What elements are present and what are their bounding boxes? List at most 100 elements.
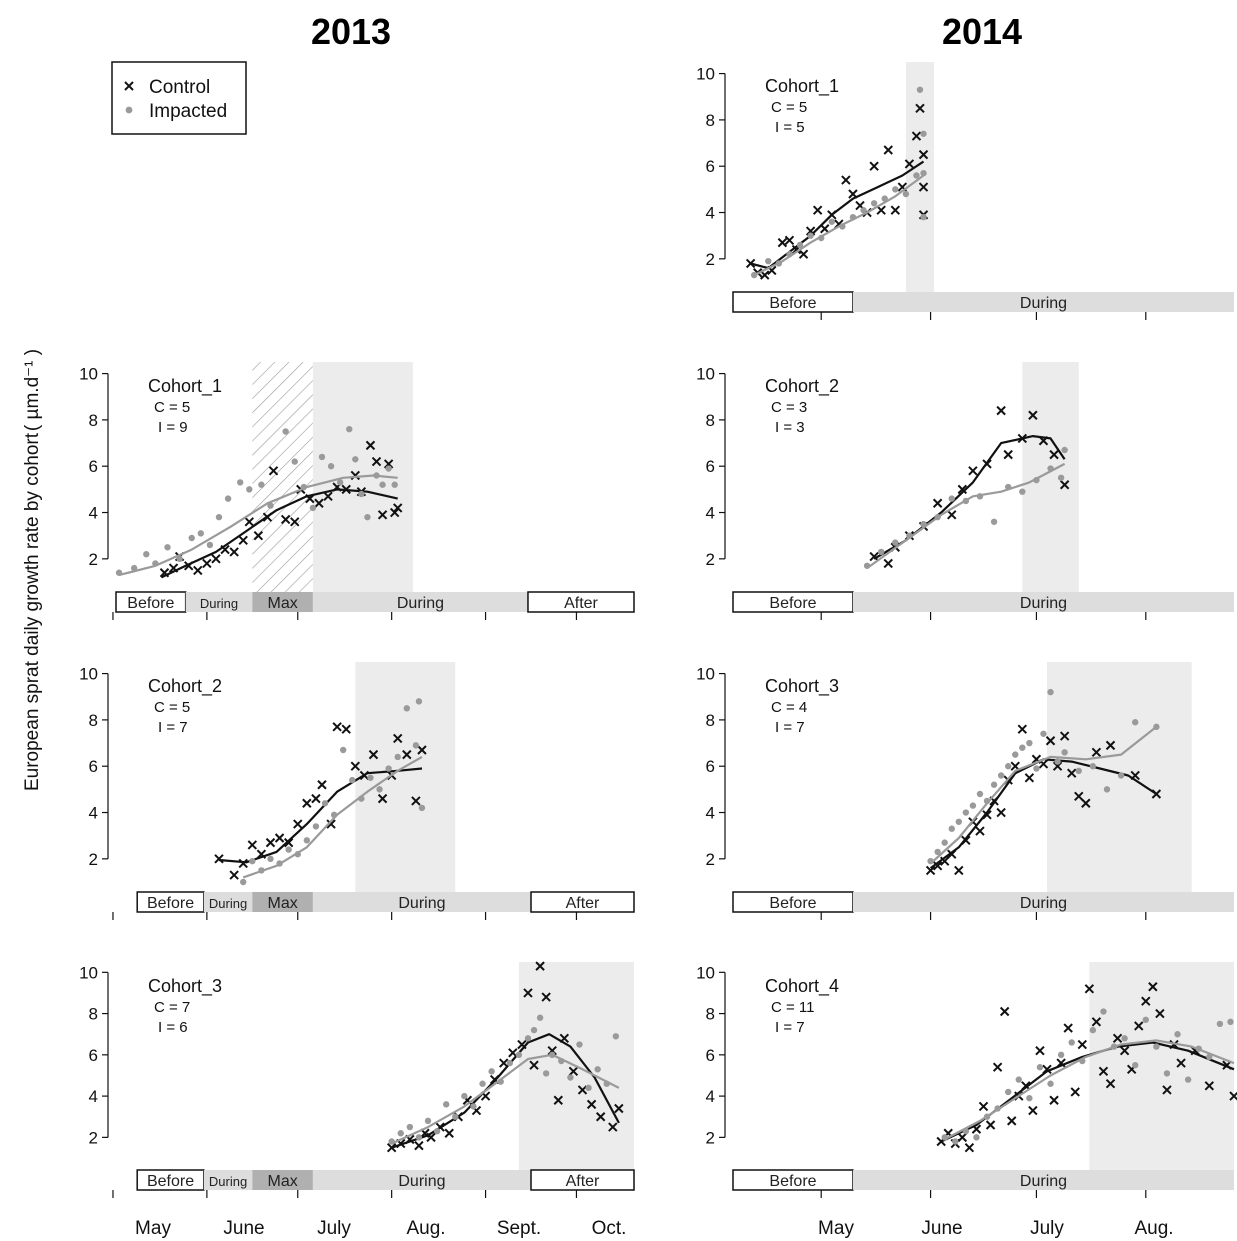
point-impacted-2013-cohort-1-22 [346, 425, 353, 433]
point-impacted-2014-cohort-1-1 [765, 257, 772, 265]
point-control-2013-cohort-1-25 [371, 456, 382, 467]
phase-label-2014-cohort-1-1: During [1020, 295, 1067, 312]
y-tick-label-2013-cohort-2-10: 10 [79, 665, 98, 684]
cohort-c-2013-cohort-1: C = 5 [154, 399, 190, 416]
point-control-2013-cohort-2-13 [332, 722, 342, 732]
y-tick-label-2013-cohort-2-8: 8 [89, 711, 98, 730]
point-control-2013-cohort-3-19 [541, 992, 551, 1002]
legend-impacted-label: Impacted [149, 101, 227, 122]
point-impacted-2013-cohort-1-28 [385, 465, 392, 472]
y-tick-label-2013-cohort-3-4: 4 [89, 1087, 98, 1106]
point-impacted-2013-cohort-3-13 [506, 1059, 514, 1067]
point-control-2014-cohort-4-9 [999, 1006, 1010, 1017]
point-control-2014-cohort-4-4 [964, 1142, 975, 1153]
point-impacted-2013-cohort-2-18 [403, 705, 411, 712]
y-tick-label-2013-cohort-3-8: 8 [89, 1005, 98, 1024]
point-control-2014-cohort-4-25 [1112, 1033, 1123, 1044]
point-impacted-2014-cohort-2-11 [1019, 488, 1026, 495]
point-impacted-2014-cohort-1-14 [902, 190, 910, 198]
point-impacted-2014-cohort-3-5 [962, 809, 970, 816]
point-impacted-2013-cohort-3-16 [530, 1026, 538, 1034]
phase-2013-cohort-2-2 [252, 892, 313, 912]
point-impacted-2014-cohort-4-14 [1089, 1026, 1097, 1034]
point-control-2013-cohort-2-21 [402, 749, 412, 760]
point-impacted-2014-cohort-2-15 [1061, 446, 1068, 454]
cohort-title-2013-cohort-1: Cohort_1 [148, 376, 222, 397]
point-impacted-2014-cohort-3-3 [948, 825, 955, 832]
phase-label-2013-cohort-1-4: After [564, 595, 598, 612]
point-control-2013-cohort-2-2 [238, 858, 248, 869]
point-impacted-2014-cohort-4-11 [1057, 1051, 1065, 1059]
point-impacted-2013-cohort-1-27 [379, 481, 386, 488]
legend-box [111, 61, 247, 135]
point-impacted-2014-cohort-3-9 [990, 781, 998, 788]
point-impacted-2013-cohort-2-5 [285, 846, 292, 853]
point-impacted-2013-cohort-2-9 [321, 800, 329, 807]
phase-2013-cohort-2-3 [312, 892, 532, 912]
point-control-2014-cohort-1-9 [812, 205, 823, 215]
point-impacted-2014-cohort-2-2 [892, 539, 899, 546]
point-impacted-2014-cohort-3-11 [1004, 763, 1012, 770]
y-tick-label-2014-cohort-3-4: 4 [706, 804, 715, 823]
series-2013-cohort-3-impacted [388, 1014, 620, 1145]
phase-label-2013-cohort-2-1: During [209, 896, 247, 911]
month-2013-aug: Aug. [406, 1218, 445, 1239]
point-impacted-2014-cohort-3-14 [1026, 739, 1033, 747]
y-tick-label-2014-cohort-2-8: 8 [706, 411, 715, 430]
month-axis-2014: May June July Aug. [818, 1218, 1174, 1239]
cohort-c-2014-cohort-2: C = 3 [771, 399, 807, 416]
point-control-2013-cohort-3-7 [444, 1128, 454, 1138]
panel-2014-cohort-4: 2 4 6 8 10 Before During Cohort_4 C = 11 I = 7 [696, 962, 1237, 1198]
point-impacted-2013-cohort-1-12 [246, 486, 253, 493]
y-tick-label-2014-cohort-3-2: 2 [706, 850, 715, 869]
month-2014-may: May [818, 1218, 854, 1239]
phase-label-2013-cohort-2-4: After [566, 895, 600, 912]
cohort-i-2013-cohort-3: I = 6 [158, 1019, 188, 1036]
point-control-2014-cohort-4-26 [1119, 1046, 1130, 1056]
point-control-2013-cohort-1-26 [377, 510, 388, 520]
point-impacted-2014-cohort-2-14 [1057, 474, 1065, 481]
series-2013-cohort-1-impacted [115, 425, 398, 577]
point-control-2014-cohort-4-10 [1007, 1116, 1017, 1126]
point-impacted-2014-cohort-4-3 [973, 1134, 980, 1141]
month-2013-july: July [317, 1218, 351, 1239]
cohort-i-2014-cohort-1: I = 5 [775, 119, 805, 136]
point-control-2013-cohort-1-6 [211, 554, 221, 564]
point-impacted-2013-cohort-1-11 [236, 479, 244, 486]
point-control-2013-cohort-1-24 [365, 440, 376, 451]
point-control-2014-cohort-4-24 [1105, 1079, 1116, 1089]
point-impacted-2013-cohort-1-18 [309, 504, 317, 512]
cohort-c-2013-cohort-2: C = 5 [154, 699, 190, 716]
point-impacted-2014-cohort-3-10 [997, 772, 1005, 779]
point-impacted-2014-cohort-4-10 [1047, 1080, 1054, 1087]
point-impacted-2014-cohort-3-23 [1117, 772, 1125, 779]
phase-label-2014-cohort-3-1: During [1020, 895, 1067, 912]
phase-label-2013-cohort-1-0: Before [127, 595, 174, 612]
point-control-2014-cohort-3-8 [982, 810, 992, 820]
point-impacted-2014-cohort-4-26 [1216, 1020, 1224, 1028]
point-control-2014-cohort-4-3 [957, 1132, 968, 1143]
point-impacted-2013-cohort-3-23 [585, 1084, 592, 1092]
point-control-2014-cohort-1-18 [876, 205, 886, 215]
point-impacted-2014-cohort-4-27 [1227, 1018, 1234, 1026]
month-2013-may: May [135, 1218, 171, 1239]
point-control-2013-cohort-3-27 [608, 1122, 618, 1132]
phase-label-2013-cohort-2-0: Before [147, 895, 194, 912]
point-impacted-2013-cohort-2-17 [394, 753, 401, 761]
point-control-2014-cohort-4-36 [1204, 1081, 1215, 1091]
series-2014-cohort-4-control [936, 982, 1237, 1153]
phase-label-2013-cohort-3-0: Before [147, 1173, 194, 1190]
point-control-2014-cohort-2-10 [996, 405, 1006, 416]
y-tick-label-2014-cohort-3-6: 6 [706, 757, 715, 776]
point-control-2014-cohort-4-34 [1176, 1058, 1186, 1068]
point-impacted-2013-cohort-3-24 [594, 1066, 601, 1073]
phase-label-2013-cohort-2-3: During [398, 895, 445, 912]
y-tick-label-2013-cohort-1-8: 8 [89, 411, 98, 430]
phase-label-2014-cohort-3-0: Before [769, 895, 816, 912]
point-control-2013-cohort-1-19 [323, 491, 333, 502]
phase-2013-cohort-2-4 [530, 891, 635, 913]
point-control-2014-cohort-4-23 [1098, 1066, 1109, 1077]
point-impacted-2013-cohort-3-8 [461, 1092, 468, 1100]
point-control-2013-cohort-1-28 [389, 507, 400, 518]
